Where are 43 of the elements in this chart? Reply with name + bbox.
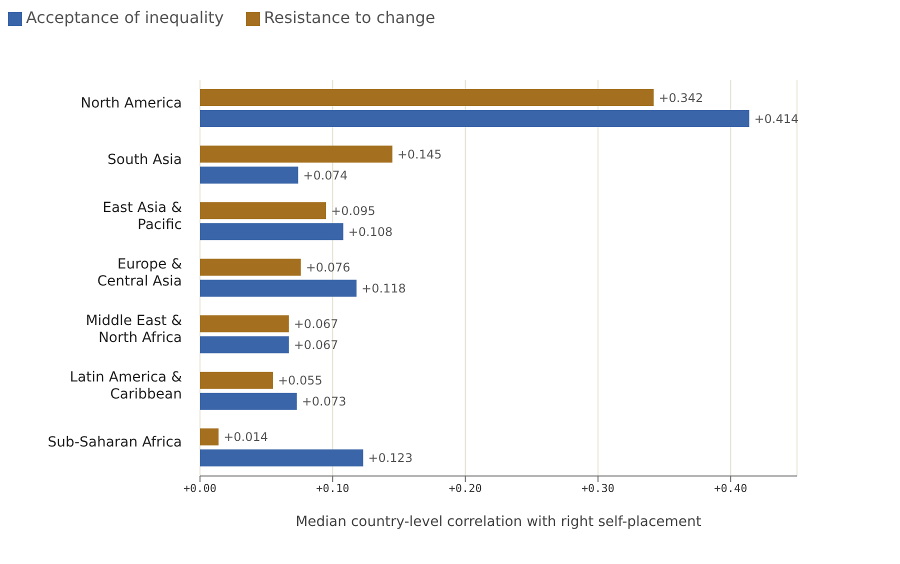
data-label: +0.414 <box>754 112 799 126</box>
x-tick-label: +0.40 <box>714 482 748 495</box>
bar <box>200 280 357 297</box>
data-label: +0.095 <box>331 204 376 218</box>
data-label: +0.073 <box>302 394 346 409</box>
y-tick-label: North America <box>80 95 182 112</box>
x-tick-label: +0.20 <box>448 482 482 495</box>
data-label: +0.014 <box>224 430 268 444</box>
bar <box>200 315 289 332</box>
data-label: +0.108 <box>348 224 393 239</box>
x-tick-label: +0.10 <box>316 482 350 495</box>
y-tick-label: East Asia & Pacific <box>102 200 182 233</box>
bar <box>200 110 750 127</box>
data-label: +0.067 <box>294 338 338 352</box>
bar <box>200 372 273 389</box>
x-tick-label: +0.00 <box>183 482 217 495</box>
bar <box>200 146 392 163</box>
y-tick-label: Middle East & North Africa <box>86 313 182 346</box>
bar <box>200 223 344 240</box>
y-tick-label: Sub-Saharan Africa <box>48 434 182 451</box>
y-tick-label: South Asia <box>108 152 182 168</box>
data-label: +0.055 <box>278 374 322 388</box>
bar <box>200 258 301 276</box>
bar <box>200 336 289 354</box>
data-label: +0.123 <box>368 451 413 466</box>
y-tick-label: Europe & Central Asia <box>97 256 182 290</box>
legend-label: Acceptance of inequality <box>26 8 224 27</box>
y-tick-label: Latin America & Caribbean <box>70 370 182 403</box>
legend-label: Resistance to change <box>264 8 436 27</box>
bar <box>200 428 219 446</box>
data-label: +0.342 <box>658 90 704 105</box>
bar <box>200 202 326 220</box>
x-tick-label: +0.30 <box>581 482 615 495</box>
data-label: +0.076 <box>306 260 350 274</box>
bar <box>200 89 654 106</box>
data-label: +0.145 <box>397 147 442 162</box>
bar <box>200 166 298 184</box>
bar <box>200 392 297 410</box>
data-label: +0.067 <box>294 317 338 332</box>
data-label: +0.118 <box>362 281 406 296</box>
data-label: +0.074 <box>303 168 348 182</box>
bar <box>200 449 364 466</box>
x-axis-title: Median country-level correlation with right self-placement <box>296 514 702 530</box>
